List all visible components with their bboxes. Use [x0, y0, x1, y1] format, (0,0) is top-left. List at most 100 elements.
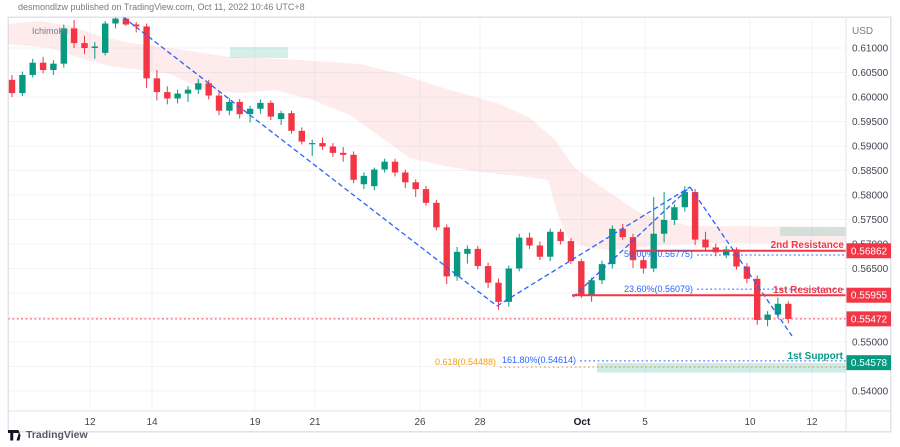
candle[interactable]	[547, 228, 554, 262]
candle[interactable]	[319, 137, 326, 150]
candle[interactable]	[298, 127, 305, 145]
candle[interactable]	[267, 100, 274, 121]
candle[interactable]	[640, 255, 647, 274]
candle[interactable]	[764, 311, 771, 327]
candle[interactable]	[277, 110, 285, 125]
time-axis[interactable]: 12 14 19 21 26 28 Oct 5 10 12	[84, 417, 818, 428]
candle[interactable]	[236, 98, 243, 119]
candle[interactable]	[402, 169, 409, 189]
candle[interactable]	[702, 231, 709, 251]
candle[interactable]	[464, 245, 471, 264]
tradingview-logo[interactable]: TradingView	[8, 429, 88, 441]
candle[interactable]	[164, 86, 171, 105]
candle-body	[277, 113, 285, 120]
price-tick-label: 0.58500	[852, 166, 889, 177]
price-tick-label: 0.61000	[852, 44, 889, 55]
support-zone[interactable]	[597, 363, 846, 373]
level-label[interactable]: 1st Resistance	[773, 285, 843, 296]
price-badge-value: 0.55955	[851, 291, 888, 302]
candle[interactable]	[691, 189, 699, 245]
candle[interactable]	[484, 262, 492, 289]
candle[interactable]	[153, 70, 161, 101]
price-badge-value: 0.55472	[851, 314, 888, 325]
candle[interactable]	[516, 233, 523, 272]
candle[interactable]	[433, 199, 440, 231]
candle[interactable]	[112, 17, 119, 29]
trendline[interactable]	[122, 17, 498, 307]
candle[interactable]	[609, 225, 616, 269]
candle[interactable]	[443, 224, 450, 285]
candle[interactable]	[588, 277, 595, 302]
time-tick-label: 10	[744, 417, 756, 428]
indicator-legend[interactable]: Ichimoku	[32, 26, 69, 36]
candle[interactable]	[8, 74, 16, 97]
candle[interactable]	[536, 241, 544, 261]
candle[interactable]	[350, 151, 357, 184]
candle[interactable]	[671, 204, 678, 225]
price-badge[interactable]: 0.55472	[846, 311, 892, 327]
candle[interactable]	[360, 172, 368, 190]
candle-body	[557, 231, 564, 242]
level-label[interactable]: 23.60%(0.56079)	[624, 284, 693, 294]
candle[interactable]	[19, 71, 26, 97]
candle[interactable]	[70, 20, 78, 48]
candle[interactable]	[557, 228, 564, 245]
candle[interactable]	[288, 110, 295, 134]
candle[interactable]	[184, 86, 192, 102]
time-tick-label: 19	[249, 417, 261, 428]
candle[interactable]	[578, 258, 585, 298]
candle[interactable]	[81, 35, 88, 54]
candle[interactable]	[309, 139, 316, 156]
candle[interactable]	[526, 232, 533, 249]
price-axis[interactable]: USD 0.61000 0.60500 0.60000 0.59500 0.59000 0.…	[846, 26, 892, 398]
candle-body	[723, 249, 730, 256]
candle[interactable]	[102, 21, 109, 56]
candle-body	[598, 264, 606, 281]
candle[interactable]	[174, 89, 181, 104]
candle[interactable]	[371, 167, 378, 191]
candle[interactable]	[391, 158, 399, 177]
candle[interactable]	[340, 146, 347, 162]
level-label[interactable]: 0.618(0.54488)	[435, 357, 496, 367]
candle[interactable]	[39, 56, 47, 74]
candle[interactable]	[381, 158, 388, 173]
candle[interactable]	[474, 245, 481, 270]
candle[interactable]	[785, 301, 792, 324]
candle[interactable]	[422, 186, 430, 206]
price-badge[interactable]: 0.55955	[846, 287, 892, 303]
trendline[interactable]	[572, 186, 691, 298]
level-label[interactable]: 50.00%(0.56775)	[624, 249, 693, 259]
candle-body	[495, 282, 502, 302]
candle[interactable]	[754, 275, 761, 325]
price-badge[interactable]: 0.54578	[846, 355, 892, 371]
candle[interactable]	[453, 246, 461, 281]
candle[interactable]	[246, 105, 254, 123]
trendline[interactable]	[496, 186, 691, 307]
candle[interactable]	[329, 143, 337, 157]
candle[interactable]	[91, 42, 98, 59]
candle[interactable]	[567, 238, 575, 265]
candle[interactable]	[195, 78, 202, 95]
candle[interactable]	[619, 223, 626, 241]
candle[interactable]	[143, 23, 150, 89]
level-label[interactable]: 1st Support	[787, 351, 843, 362]
candle[interactable]	[257, 99, 264, 114]
candle[interactable]	[226, 97, 233, 116]
candle[interactable]	[660, 192, 668, 243]
price-badge[interactable]: 0.56862	[846, 243, 892, 259]
candle[interactable]	[50, 60, 57, 75]
candle[interactable]	[215, 92, 223, 116]
candle[interactable]	[412, 179, 419, 197]
trendline[interactable]	[689, 186, 793, 337]
time-tick-label: 5	[642, 417, 648, 428]
level-label[interactable]: 161.80%(0.54614)	[502, 355, 576, 365]
level-label[interactable]: 2nd Resistance	[771, 240, 845, 251]
candle-body	[288, 113, 295, 131]
candle[interactable]	[505, 265, 512, 307]
candle[interactable]	[29, 58, 36, 78]
candle[interactable]	[723, 245, 730, 259]
candle[interactable]	[743, 263, 751, 284]
candle[interactable]	[60, 24, 67, 68]
candle[interactable]	[598, 260, 606, 285]
